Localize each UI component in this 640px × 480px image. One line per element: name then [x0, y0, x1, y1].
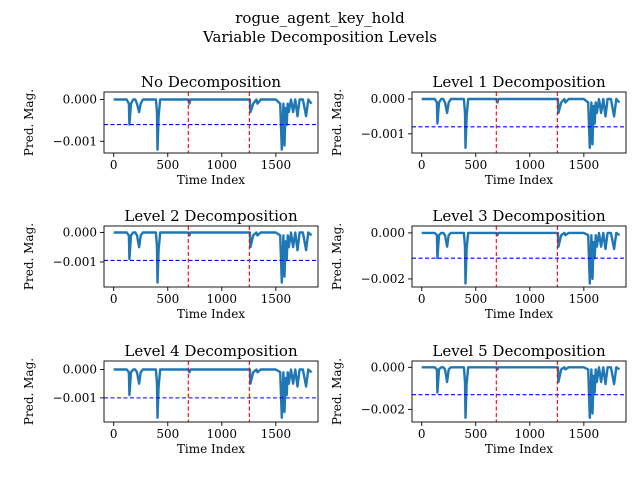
y-tick-label: −0.002	[361, 402, 405, 416]
x-axis-label: Time Index	[485, 173, 553, 187]
y-axis-label: Pred. Mag.	[22, 223, 36, 290]
y-tick-label: −0.001	[53, 134, 97, 148]
plot-frame	[411, 360, 627, 423]
x-tick-label: 500	[156, 292, 179, 306]
y-tick-label: −0.001	[53, 391, 97, 405]
plot-frame	[411, 91, 627, 154]
series-line	[113, 231, 313, 284]
x-axis-label: Time Index	[485, 307, 553, 321]
y-axis-label: Pred. Mag.	[22, 358, 36, 425]
figure-suptitle-line1: rogue_agent_key_hold	[235, 9, 405, 27]
y-tick-label: −0.001	[53, 255, 97, 269]
x-tick-label: 0	[418, 427, 426, 441]
x-tick-label: 1500	[261, 158, 292, 172]
y-tick-label: 0.000	[371, 360, 405, 374]
y-tick-label: 0.000	[63, 225, 97, 239]
subplot-2: 0 500 1000 1500 0.000 −0.001 Level 1 Decomposi…	[330, 73, 627, 187]
subplot-title: No Decomposition	[141, 73, 281, 91]
y-axis-label: Pred. Mag.	[330, 358, 344, 425]
series-line	[113, 368, 313, 419]
x-tick-label: 1000	[207, 427, 238, 441]
x-tick-label: 0	[110, 292, 118, 306]
x-tick-label: 1500	[261, 292, 292, 306]
figure-suptitle-line2: Variable Decomposition Levels	[202, 28, 437, 46]
x-tick-label: 1000	[207, 158, 238, 172]
subplot-6: 0 500 1000 1500 0.000 −0.002 Level 5 Decomposi…	[330, 342, 627, 456]
series-line	[421, 366, 621, 419]
x-tick-label: 1500	[569, 292, 600, 306]
subplot-grid: 0 500 1000 1500 0.000 −0.001 No Decomposition T…	[22, 73, 627, 456]
y-tick-label: −0.001	[361, 127, 405, 141]
subplot-title: Level 4 Decomposition	[124, 342, 298, 360]
y-tick-label: −0.002	[361, 272, 405, 286]
y-tick-label: 0.000	[63, 93, 97, 107]
plot-frame	[103, 225, 319, 288]
subplot-3: 0 500 1000 1500 0.000 −0.001 Level 2 Decomposi…	[22, 207, 319, 321]
subplot-1: 0 500 1000 1500 0.000 −0.001 No Decomposition T…	[22, 73, 319, 187]
plot-frame	[411, 225, 627, 288]
y-axis-label: Pred. Mag.	[22, 89, 36, 156]
x-tick-label: 0	[110, 158, 118, 172]
x-tick-label: 500	[156, 158, 179, 172]
y-tick-label: 0.000	[371, 226, 405, 240]
subplot-title: Level 1 Decomposition	[432, 73, 606, 91]
x-tick-label: 1000	[515, 292, 546, 306]
series-line	[421, 97, 621, 150]
x-tick-label: 500	[464, 292, 487, 306]
x-tick-label: 500	[464, 158, 487, 172]
subplot-title: Level 5 Decomposition	[432, 342, 606, 360]
x-tick-label: 1500	[261, 427, 292, 441]
x-tick-label: 0	[418, 158, 426, 172]
subplot-4: 0 500 1000 1500 0.000 −0.002 Level 3 Decomposi…	[330, 207, 627, 321]
x-axis-label: Time Index	[177, 307, 245, 321]
x-tick-label: 0	[110, 427, 118, 441]
y-tick-label: 0.000	[371, 92, 405, 106]
x-tick-label: 1500	[569, 158, 600, 172]
x-tick-label: 1000	[207, 292, 238, 306]
x-axis-label: Time Index	[177, 173, 245, 187]
plot-frame	[103, 91, 319, 154]
x-axis-label: Time Index	[177, 442, 245, 456]
subplot-title: Level 2 Decomposition	[124, 207, 298, 225]
y-axis-label: Pred. Mag.	[330, 223, 344, 290]
subplot-5: 0 500 1000 1500 0.000 −0.001 Level 4 Decomposi…	[22, 342, 319, 456]
plot-frame	[103, 360, 319, 423]
x-tick-label: 500	[464, 427, 487, 441]
subplot-title: Level 3 Decomposition	[432, 207, 606, 225]
x-tick-label: 1000	[515, 158, 546, 172]
x-tick-label: 1000	[515, 427, 546, 441]
x-tick-label: 500	[156, 427, 179, 441]
x-tick-label: 0	[418, 292, 426, 306]
y-axis-label: Pred. Mag.	[330, 89, 344, 156]
x-axis-label: Time Index	[485, 442, 553, 456]
x-tick-label: 1500	[569, 427, 600, 441]
y-tick-label: 0.000	[63, 363, 97, 377]
